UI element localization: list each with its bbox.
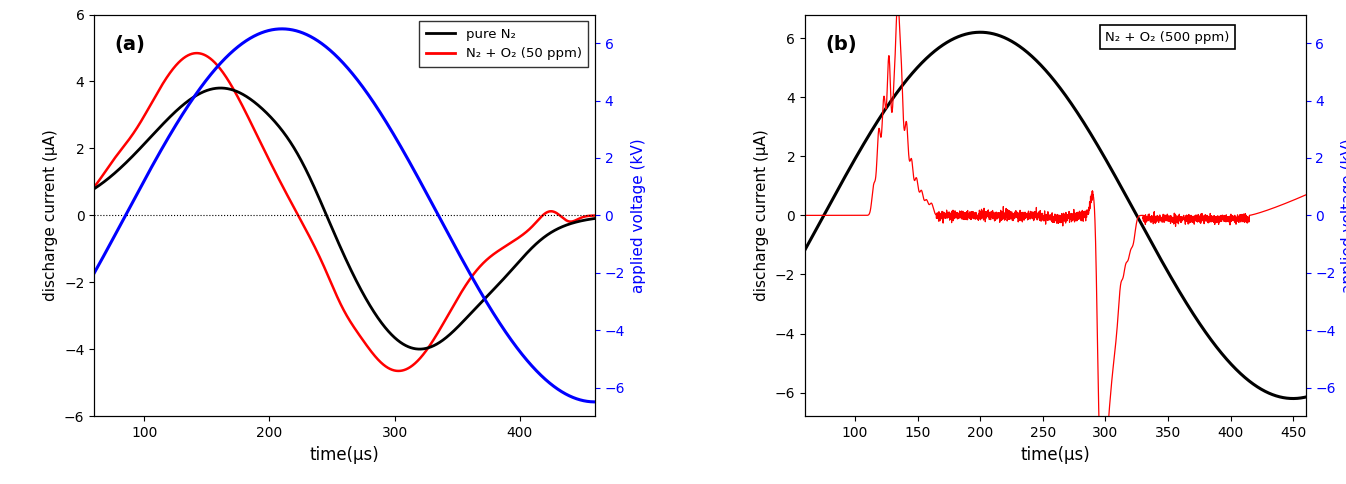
Legend: pure N₂, N₂ + O₂ (50 ppm): pure N₂, N₂ + O₂ (50 ppm) bbox=[420, 21, 588, 67]
Text: N₂ + O₂ (500 ppm): N₂ + O₂ (500 ppm) bbox=[1105, 30, 1230, 44]
Y-axis label: applied voltage (kV): applied voltage (kV) bbox=[630, 138, 646, 293]
X-axis label: time(μs): time(μs) bbox=[1020, 445, 1090, 464]
Y-axis label: discharge current (μA): discharge current (μA) bbox=[43, 130, 58, 301]
Y-axis label: discharge current (μA): discharge current (μA) bbox=[754, 130, 770, 301]
Text: (b): (b) bbox=[825, 35, 856, 54]
Text: (a): (a) bbox=[114, 35, 145, 54]
X-axis label: time(μs): time(μs) bbox=[310, 445, 380, 464]
Y-axis label: applied voltage (kV): applied voltage (kV) bbox=[1342, 138, 1346, 293]
